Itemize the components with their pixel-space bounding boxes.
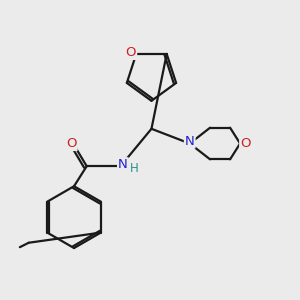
Text: H: H [130, 162, 139, 175]
Text: O: O [66, 137, 76, 150]
Text: O: O [240, 137, 251, 150]
Text: N: N [185, 135, 195, 148]
Text: N: N [118, 158, 128, 171]
Text: O: O [126, 46, 136, 59]
